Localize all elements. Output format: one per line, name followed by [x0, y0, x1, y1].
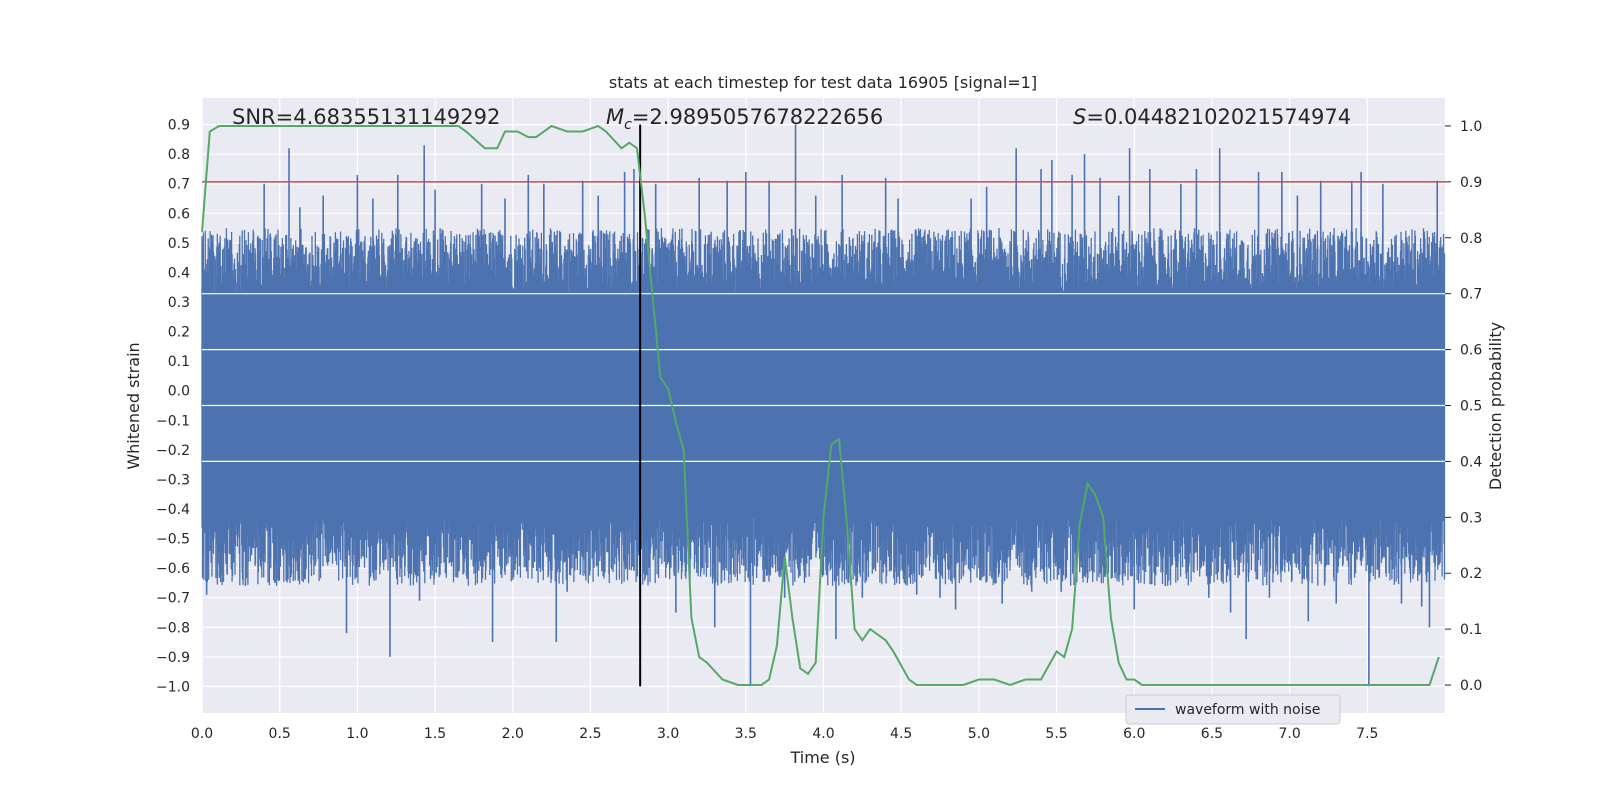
chirp-mass-value: =2.9895057678222656: [632, 105, 883, 129]
y-left-tick-label: 0.0: [168, 384, 190, 400]
y-right-tick-label: 0.6: [1460, 343, 1482, 359]
x-axis-label: Time (s): [789, 748, 855, 767]
legend-box: [1125, 694, 1341, 725]
x-tick-label: 2.0: [502, 726, 524, 742]
s-annotation: S=0.04482102021574974: [1073, 105, 1351, 129]
y-right-tick-label: 0.2: [1460, 566, 1482, 582]
y-left-tick-label: −0.5: [156, 532, 190, 548]
y-left-tick-label: 0.4: [168, 265, 190, 281]
x-tick-label: 4.0: [812, 726, 834, 742]
y-left-tick-label: 0.2: [168, 325, 190, 341]
x-tick-label: 3.0: [657, 726, 679, 742]
waveform-series: [201, 124, 1446, 687]
y-left-tick-label: −1.0: [156, 679, 190, 695]
y-left-tick-label: 0.1: [168, 354, 190, 370]
x-tick-label: 6.5: [1201, 726, 1223, 742]
y-left-tick-label: −0.8: [156, 620, 190, 636]
chirp-mass-subscript: c: [624, 117, 632, 133]
y-right-tick-label: 0.9: [1460, 175, 1482, 191]
grid-overlay: [202, 293, 1445, 463]
x-tick-label: 1.0: [346, 726, 368, 742]
y-right-tick-label: 0.5: [1460, 399, 1482, 415]
x-tick-label: 5.5: [1045, 726, 1067, 742]
y-right-tick-label: 0.1: [1460, 622, 1482, 638]
y-right-tick-label: 0.3: [1460, 510, 1482, 526]
y-left-tick-label: 0.3: [168, 295, 190, 311]
y-left-tick-label: 0.8: [168, 147, 190, 163]
y-left-tick-label: −0.4: [156, 502, 190, 518]
y-right-tick-label: 0.0: [1460, 678, 1482, 694]
x-tick-label: 3.5: [735, 726, 757, 742]
y-left-tick-label: −0.7: [156, 591, 190, 607]
chirp-mass-annotation: Mc=2.9895057678222656: [606, 105, 883, 133]
x-tick-label: 7.5: [1356, 726, 1378, 742]
s-symbol: S: [1073, 105, 1086, 129]
y-left-tick-label: −0.1: [156, 413, 190, 429]
s-value: =0.04482102021574974: [1086, 105, 1351, 129]
y-left-axis-ticks: 0.9 0.8 0.7 0.6 0.5 0.4 0.3 0.2 0.1 0.0 −0.1 −0.2 −0…: [156, 118, 190, 696]
y-left-tick-label: 0.9: [168, 118, 190, 134]
x-tick-label: 4.5: [890, 726, 912, 742]
y-right-axis-ticks: 1.0 0.9 0.8 0.7 0.6 0.5 0.4 0.3 0.2 0.1 0.0: [1445, 119, 1482, 694]
x-tick-label: 5.0: [968, 726, 990, 742]
y-right-tick-label: 0.8: [1460, 231, 1482, 247]
y-left-tick-label: 0.6: [168, 206, 190, 222]
x-tick-label: 2.5: [579, 726, 601, 742]
y-left-tick-label: −0.3: [156, 472, 190, 488]
x-tick-label: 6.0: [1123, 726, 1145, 742]
y-left-axis-label: Whitened strain: [124, 342, 143, 469]
x-tick-label: 0.5: [269, 726, 291, 742]
y-left-tick-label: 0.7: [168, 177, 190, 193]
y-right-tick-label: 1.0: [1460, 119, 1482, 135]
y-left-tick-label: −0.6: [156, 561, 190, 577]
legend-label: waveform with noise: [1175, 702, 1320, 718]
chirp-mass-symbol: M: [606, 105, 624, 129]
x-axis-ticks: 0.0 0.5 1.0 1.5 2.0 2.5 3.0 3.5 4.0 4.5 5.0 5.5 6.0 6…: [191, 726, 1379, 742]
y-right-tick-label: 0.7: [1460, 287, 1482, 303]
chart-title: stats at each timestep for test data 169…: [609, 73, 1037, 92]
legend: waveform with noise: [1125, 694, 1341, 725]
y-left-tick-label: −0.2: [156, 443, 190, 459]
y-right-axis-label: Detection probability: [1486, 322, 1505, 490]
x-tick-label: 1.5: [424, 726, 446, 742]
waveform-core: [202, 293, 1445, 515]
detection-probability-line: [201, 124, 1440, 687]
snr-annotation: SNR=4.68355131149292: [232, 105, 500, 129]
x-tick-label: 0.0: [191, 726, 213, 742]
y-right-tick-label: 0.4: [1460, 454, 1482, 470]
x-tick-label: 7.0: [1278, 726, 1300, 742]
y-left-tick-label: 0.5: [168, 236, 190, 252]
y-left-tick-label: −0.9: [156, 650, 190, 666]
